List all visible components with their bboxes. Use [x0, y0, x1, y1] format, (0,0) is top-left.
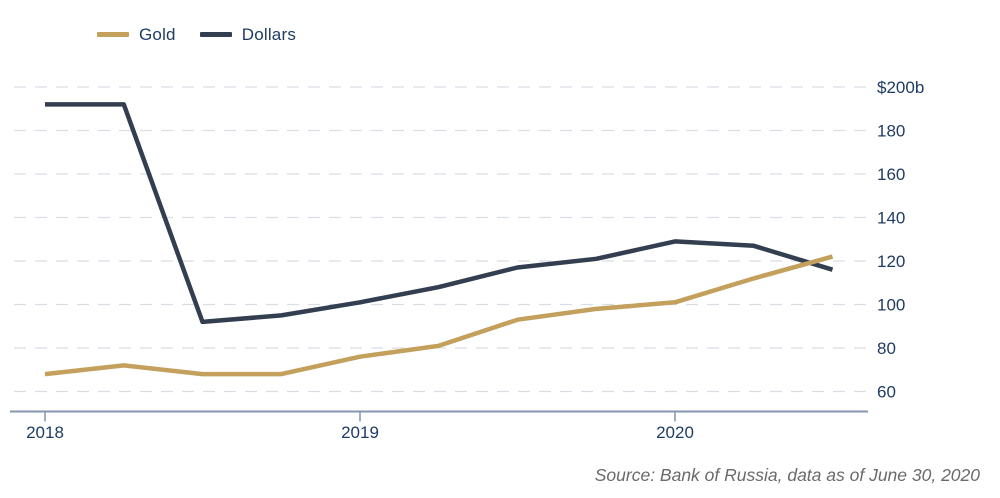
y-tick-label: 100 [877, 296, 905, 315]
y-tick-label: 60 [877, 383, 896, 402]
legend-item-gold: Gold [97, 26, 176, 43]
x-tick-label: 2020 [656, 423, 694, 442]
gold-line [44, 254, 834, 377]
x-tick-label: 2018 [26, 423, 64, 442]
y-tick-label: 140 [877, 209, 905, 228]
legend-item-dollars: Dollars [199, 25, 297, 44]
legend: Gold Dollars [97, 26, 296, 43]
y-tick-label: 120 [877, 252, 905, 271]
dollars-line [45, 102, 834, 325]
gold-line-swatch-icon [97, 32, 129, 37]
source-note: Source: Bank of Russia, data as of June … [594, 465, 980, 485]
legend-label-dollars: Dollars [241, 25, 297, 44]
dollars-line-swatch-icon [199, 32, 232, 37]
y-tick-label: 80 [877, 339, 896, 358]
y-tick-label: 180 [877, 122, 905, 141]
y-tick-label: 160 [877, 165, 905, 184]
x-tick-label: 2019 [341, 423, 379, 442]
legend-label-gold: Gold [139, 25, 176, 44]
y-tick-label: $200b [877, 78, 924, 97]
